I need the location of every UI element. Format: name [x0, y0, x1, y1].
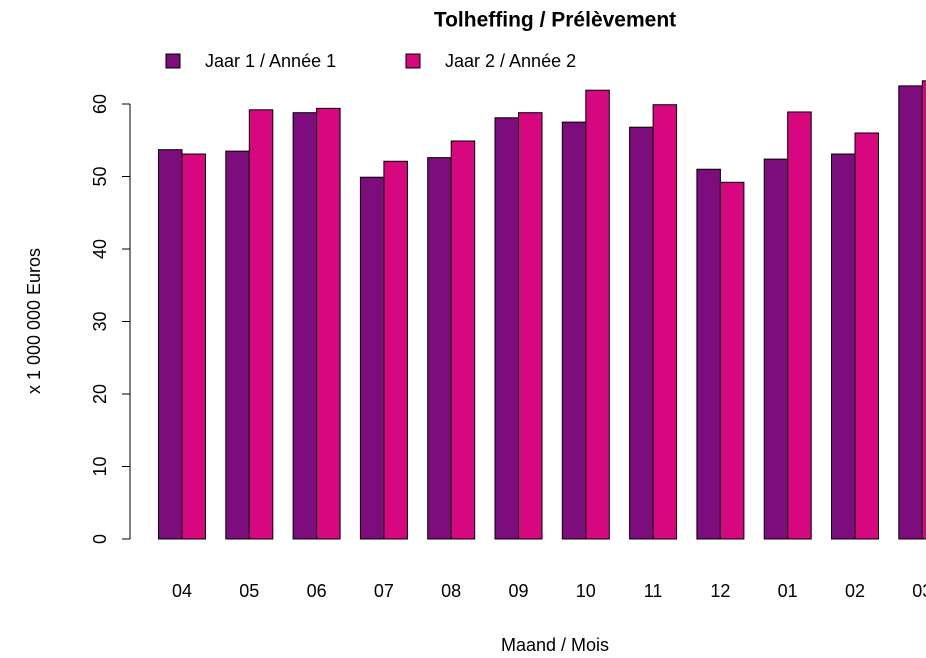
- legend-swatch: [165, 53, 181, 69]
- legend-label: Jaar 1 / Année 1: [205, 51, 336, 71]
- bar: [854, 132, 879, 540]
- y-tick-label: 60: [90, 94, 110, 114]
- bar: [316, 107, 341, 540]
- x-tick-label: 09: [508, 581, 528, 601]
- x-tick-label: 05: [239, 581, 259, 601]
- bar: [561, 121, 587, 540]
- x-tick-label: 08: [441, 581, 461, 601]
- bar: [763, 158, 789, 540]
- bar: [719, 181, 745, 540]
- bar: [787, 111, 812, 540]
- bar: [629, 126, 654, 540]
- x-tick-label: 07: [374, 581, 394, 601]
- chart-title: Tolheffing / Prélèvement: [434, 9, 676, 32]
- bar: [225, 150, 250, 540]
- bar: [292, 112, 318, 540]
- bar: [696, 168, 721, 540]
- bar: [494, 117, 519, 540]
- x-tick-label: 10: [576, 581, 596, 601]
- x-axis-label: Maand / Mois: [501, 635, 609, 655]
- bar: [921, 80, 926, 540]
- x-tick-label: 11: [644, 581, 663, 601]
- bar: [898, 85, 923, 540]
- bar: [181, 153, 206, 540]
- x-tick-label: 12: [710, 581, 730, 601]
- bar: [383, 160, 408, 540]
- legend-swatch: [405, 53, 421, 69]
- bar: [158, 149, 183, 540]
- bar: [248, 109, 274, 540]
- y-tick-label: 50: [90, 166, 110, 186]
- y-tick-label: 0: [90, 534, 110, 544]
- x-tick-label: 02: [845, 581, 865, 601]
- bar: [585, 89, 610, 540]
- y-tick-label: 10: [90, 456, 110, 476]
- bar: [518, 112, 543, 540]
- x-tick-label: 01: [778, 581, 798, 601]
- y-tick-label: 20: [90, 384, 110, 404]
- legend-label: Jaar 2 / Année 2: [445, 51, 576, 71]
- bar: [450, 140, 476, 540]
- bar: [652, 104, 678, 540]
- bar: [359, 176, 385, 540]
- y-tick-label: 40: [90, 239, 110, 259]
- x-tick-label: 03: [912, 581, 926, 601]
- bar: [831, 153, 856, 540]
- bar: [427, 157, 452, 540]
- x-tick-label: 06: [307, 581, 327, 601]
- y-axis-label: x 1 000 000 Euros: [24, 248, 44, 394]
- y-tick-label: 30: [90, 311, 110, 331]
- x-tick-label: 04: [172, 581, 192, 601]
